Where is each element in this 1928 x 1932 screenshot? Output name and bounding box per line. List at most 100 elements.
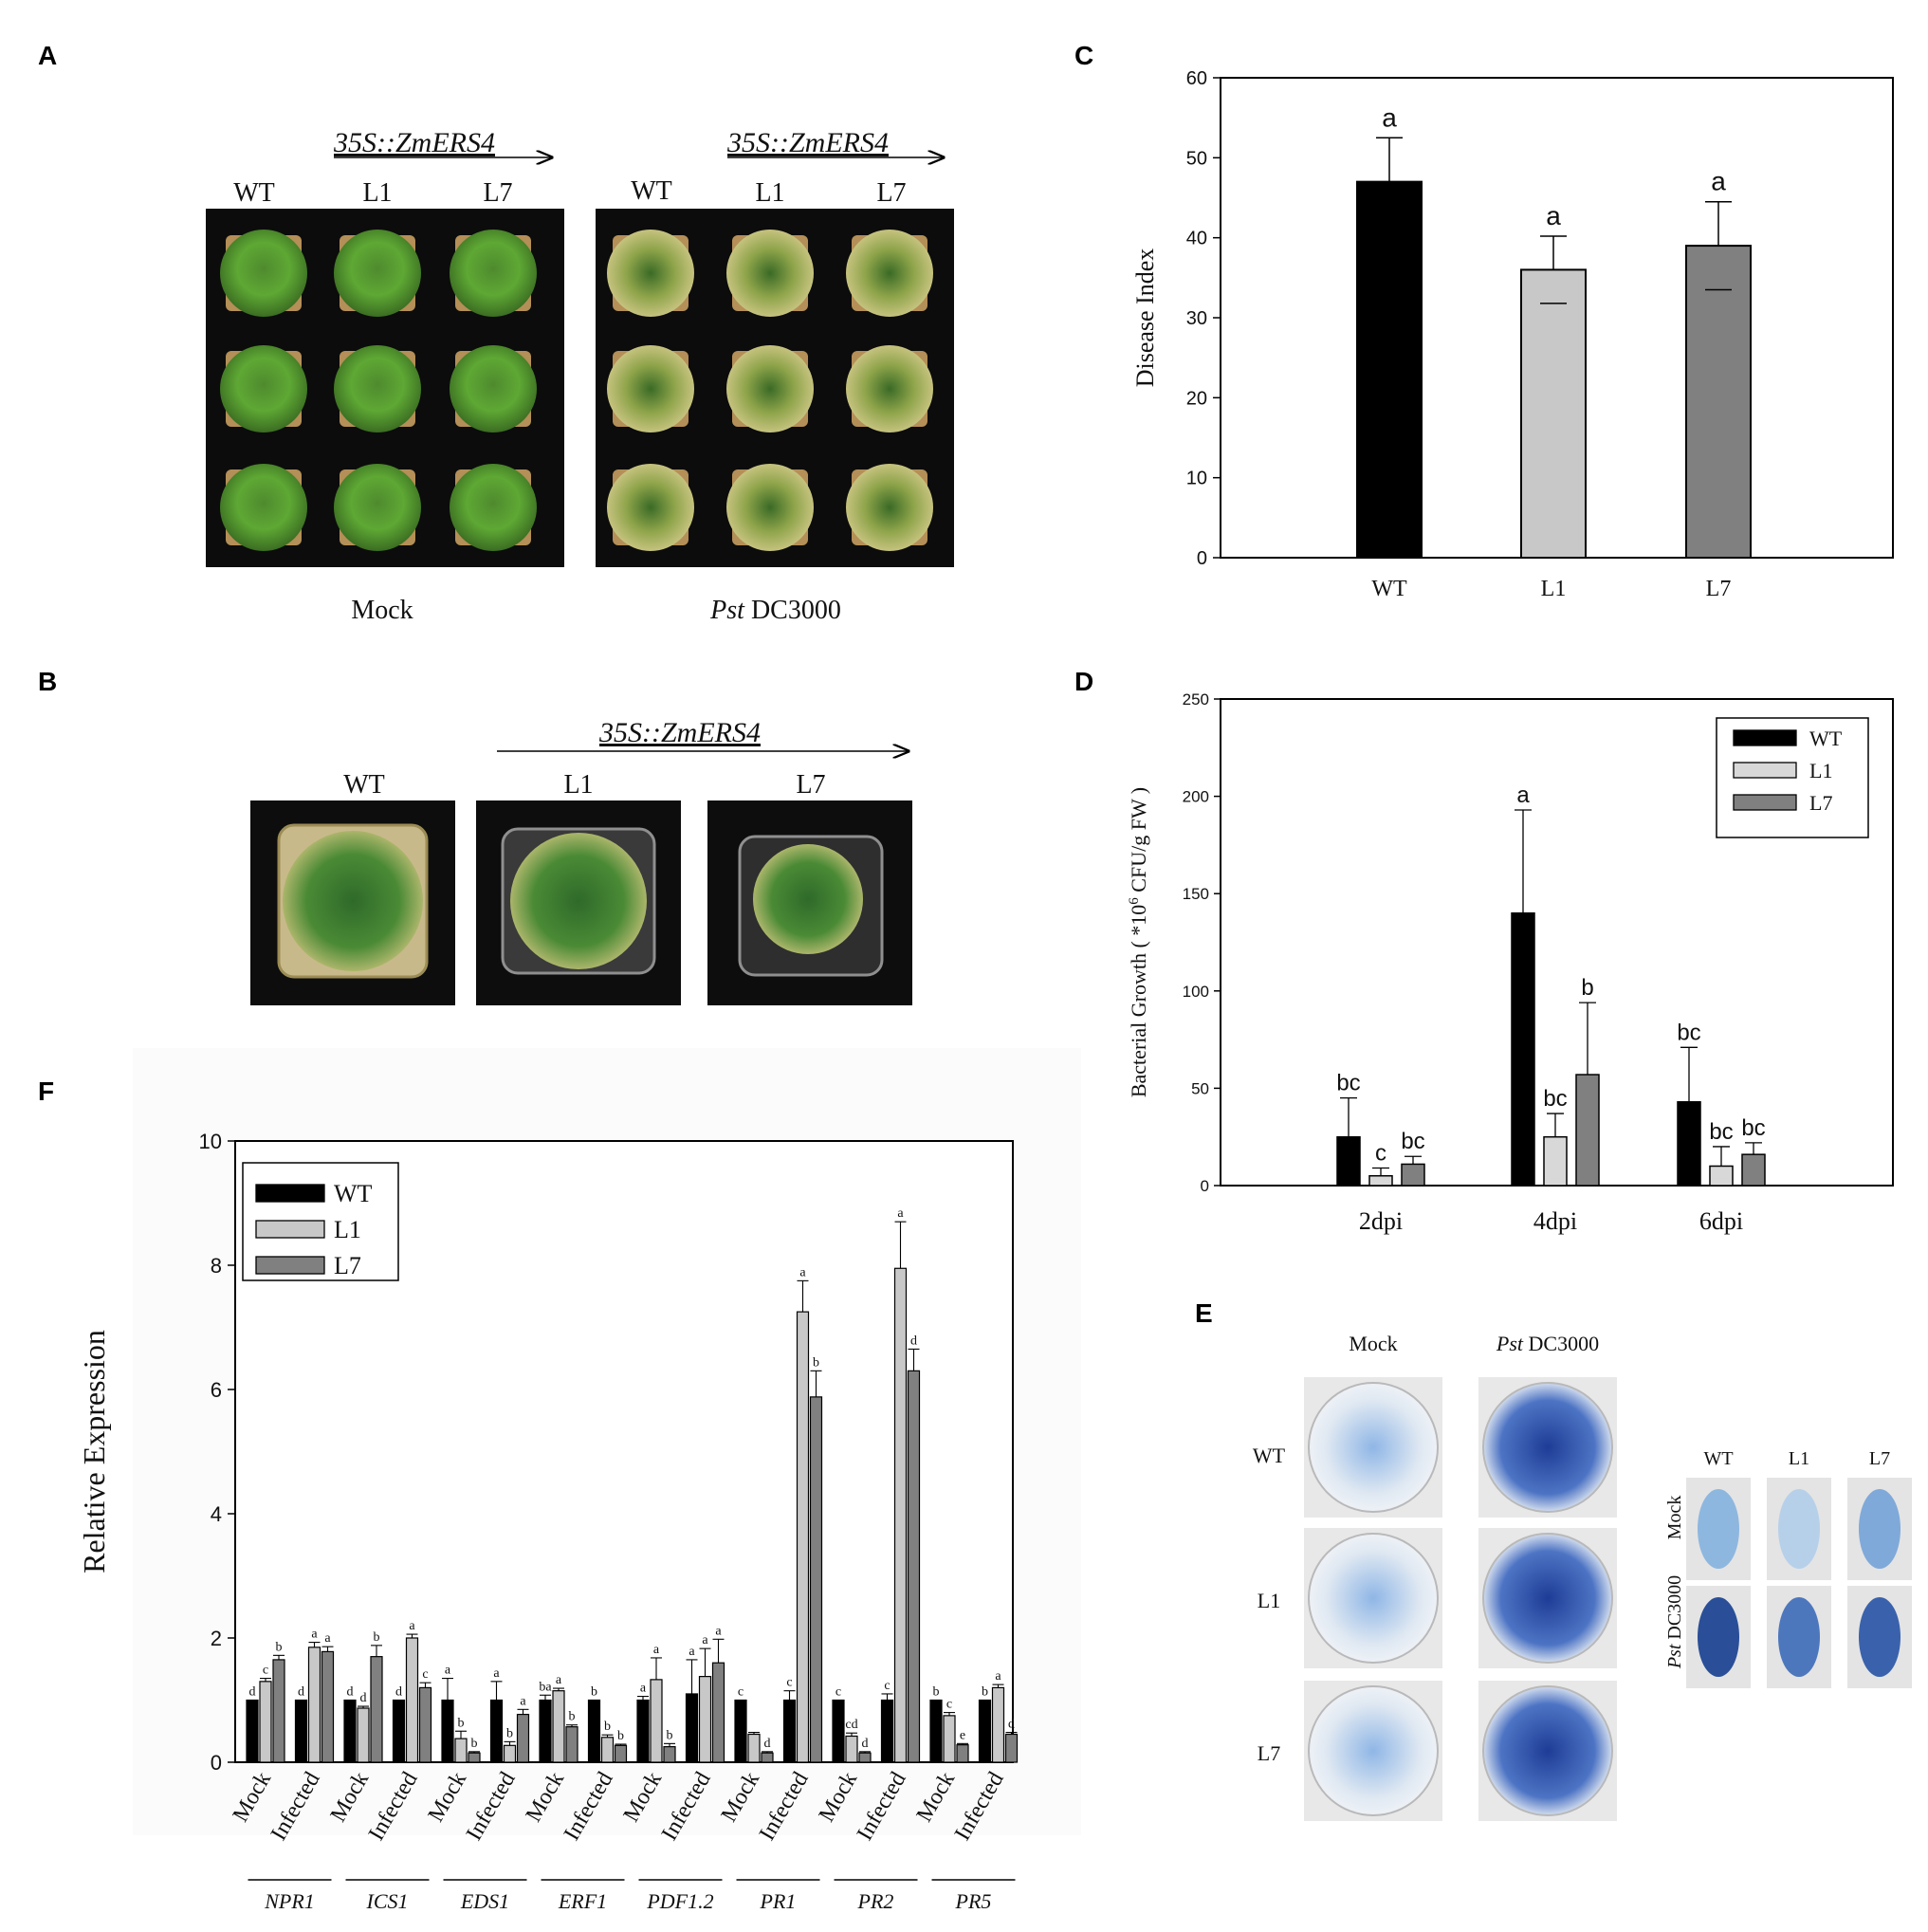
bar-L1-4dpi — [1543, 1135, 1568, 1187]
bar-L7-10 — [761, 1752, 774, 1763]
panel-letter-c: C — [1074, 41, 1093, 70]
bar-L7-4dpi — [1575, 1074, 1600, 1187]
bar-L1-6 — [552, 1690, 565, 1763]
sig-letter: c — [422, 1667, 428, 1682]
panel-a: A 35S::ZmERS4 35S::ZmERS4 WT L1 L7 WT L1… — [38, 41, 954, 625]
gene-label-NPR1: NPR1 — [264, 1889, 315, 1913]
y-tick-label: 6 — [211, 1378, 222, 1402]
bar-L1-7 — [600, 1737, 615, 1763]
y-axis-label-unit: CFU/g FW ) — [1127, 787, 1150, 897]
bar-L1-2 — [357, 1707, 370, 1763]
petri-dish-2-0 — [1308, 1685, 1439, 1816]
legend-label-L1: L1 — [1809, 759, 1832, 782]
bar-WT-2dpi — [1336, 1135, 1361, 1187]
stained-leaf-1-0 — [1698, 1597, 1739, 1677]
bar-L7-6dpi — [1741, 1153, 1766, 1187]
stained-leaf-0-1 — [1778, 1489, 1820, 1569]
bar-L1 — [1520, 268, 1587, 559]
plant-pst-1-1 — [726, 345, 814, 432]
y-axis-label: Bacterial Growth ( *106 CFU/g FW ) — [1127, 787, 1150, 1097]
rosette-photo-l1 — [476, 800, 681, 1005]
plant-pst-1-0 — [607, 345, 694, 432]
x-tick-label: 6dpi — [1699, 1207, 1743, 1235]
col-label-left-wt: WT — [233, 178, 275, 208]
gene-label-ICS1: ICS1 — [366, 1889, 409, 1913]
panel-letter-a: A — [38, 41, 57, 70]
y-tick-label: 4 — [211, 1502, 222, 1526]
bar-WT-5 — [489, 1699, 504, 1763]
plant-pst-1-2 — [846, 345, 933, 432]
rosette-photo-wt — [250, 800, 455, 1005]
construct-label-b: 35S::ZmERS4 — [598, 717, 761, 748]
construct-label-left: 35S::ZmERS4 — [333, 127, 495, 158]
col-label-left-l1: L1 — [362, 178, 392, 208]
bar-L7-2 — [370, 1656, 383, 1763]
petri-dish-1-0 — [1308, 1533, 1439, 1664]
plant-pst-2-1 — [726, 464, 814, 551]
x-tick-label: WT — [1371, 577, 1407, 601]
plant-mock-1-1 — [334, 345, 421, 432]
y-axis-label: Disease Index — [1131, 248, 1159, 388]
bar-WT-14 — [929, 1699, 943, 1763]
e-col-mock: Mock — [1349, 1332, 1397, 1355]
stained-leaves — [1686, 1478, 1912, 1688]
sig-letter: ba — [539, 1680, 552, 1694]
sig-letter: a — [897, 1206, 904, 1221]
bar-L7-8 — [663, 1746, 676, 1763]
stained-leaf-1-2 — [1859, 1597, 1900, 1677]
sig-letter: a — [445, 1664, 451, 1678]
bar-L7-9 — [711, 1662, 725, 1763]
bar-L1-14 — [943, 1715, 956, 1763]
sig-letter: c — [946, 1698, 952, 1712]
sig-letter: d — [1008, 1718, 1015, 1732]
bar-L7-5 — [516, 1713, 530, 1763]
gene-label-EDS1: EDS1 — [460, 1889, 509, 1913]
rosette-photo-l7 — [707, 800, 912, 1005]
legend-swatch-L7 — [1733, 794, 1797, 811]
e-leaf-row-mock: Mock — [1664, 1496, 1685, 1540]
gene-label-PR5: PR5 — [955, 1889, 992, 1913]
y-tick-label: 200 — [1183, 788, 1209, 806]
sig-letter-WT: a — [1382, 102, 1397, 132]
y-tick-label: 60 — [1186, 68, 1207, 89]
e-leaf-row-pst-rest: DC3000 — [1664, 1575, 1685, 1645]
bar-WT-6 — [539, 1699, 552, 1763]
bar-WT-7 — [587, 1699, 601, 1763]
y-axis-label: Relative Expression — [77, 1330, 111, 1573]
legend-label-L1: L1 — [334, 1216, 361, 1243]
y-tick-label: 40 — [1186, 229, 1207, 249]
trypan-blue-dishes — [1304, 1377, 1617, 1821]
sig-letter: d — [249, 1685, 256, 1700]
bar-WT-4dpi — [1511, 911, 1535, 1187]
b-label-l7: L7 — [796, 770, 825, 800]
e-row-l7: L7 — [1258, 1741, 1280, 1765]
gene-label-ERF1: ERF1 — [558, 1889, 607, 1913]
sig-letter: b — [667, 1728, 673, 1742]
panel-e: E Mock Pst DC3000 WT L1 L7 WT L1 L7 Mock… — [1195, 1298, 1912, 1821]
sig-letter: bc — [1709, 1119, 1733, 1145]
x-tick-label: 2dpi — [1359, 1207, 1403, 1235]
bar-L7-7 — [614, 1744, 628, 1763]
bar-L1-13 — [893, 1267, 908, 1763]
e-leaf-row-pst-italic: Pst — [1664, 1644, 1685, 1669]
plant-pst-0-0 — [607, 230, 694, 317]
y-tick-label: 0 — [211, 1751, 222, 1775]
sig-letter: b — [1581, 975, 1593, 1001]
sig-letter: c — [1375, 1141, 1386, 1167]
bar-WT — [1356, 180, 1423, 559]
y-tick-label: 50 — [1186, 148, 1207, 169]
x-tick-label: L7 — [1706, 577, 1732, 601]
bar-WT-9 — [685, 1693, 699, 1763]
y-tick-label: 250 — [1183, 690, 1209, 708]
sig-letter: b — [617, 1729, 624, 1743]
sig-letter: d — [862, 1737, 869, 1751]
plant-mock-2-1 — [334, 464, 421, 551]
plant-pst-0-2 — [846, 230, 933, 317]
bar-L1-5 — [503, 1744, 517, 1763]
bar-L7-6 — [565, 1726, 578, 1763]
bar-L7-13 — [907, 1370, 921, 1763]
sig-letter: b — [458, 1716, 465, 1730]
